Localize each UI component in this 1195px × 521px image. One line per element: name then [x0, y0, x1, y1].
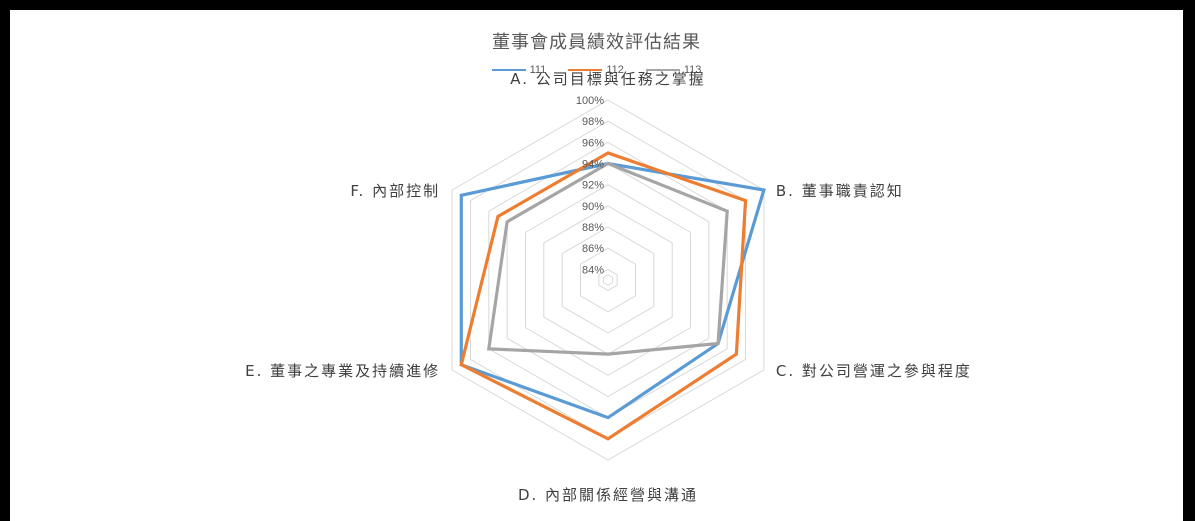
grid-ring: [579, 247, 637, 313]
axis-label: A. 公司目標與任務之掌握: [510, 70, 706, 88]
radar-chart: 84% 86% 88% 90% 92% 94% 96% 98% 100% A. 公司目標與任務之掌…: [245, 70, 972, 504]
series-line-111: [459, 161, 766, 420]
legend-swatch: [645, 69, 680, 71]
tick-label: 96%: [582, 137, 604, 149]
chart-title: 董事會成員績效評估結果: [492, 32, 701, 52]
legend-swatch: [491, 69, 526, 71]
series-line-112: [459, 151, 748, 441]
grid-ring: [543, 205, 673, 355]
tick-label: 86%: [582, 243, 604, 255]
tick-label: 100%: [576, 95, 604, 107]
grid-ring: [561, 226, 655, 334]
legend-item-113: 113: [645, 64, 702, 76]
legend-label: 113: [683, 64, 702, 76]
grid-ring: [488, 141, 728, 419]
legend-item-111: 111: [491, 64, 547, 76]
legend: 111 112 113: [10, 64, 1183, 76]
tick-label: 94%: [582, 159, 604, 171]
tick-label: 92%: [582, 180, 604, 192]
tick-label: 84%: [582, 264, 604, 276]
axis-label: B. 董事職責認知: [776, 182, 904, 200]
axis-label: F. 內部控制: [350, 182, 440, 200]
legend-label: 112: [606, 64, 624, 76]
tick-label: 88%: [582, 222, 604, 234]
grid-ring: [506, 162, 710, 398]
legend-item-112: 112: [568, 64, 624, 76]
legend-label: 111: [529, 64, 547, 76]
grid-ring: [602, 274, 614, 286]
axis-label: D. 內部關係經營與溝通: [518, 486, 698, 504]
axis-label: E. 董事之專業及持續進修: [245, 362, 440, 380]
grid-ring: [524, 184, 692, 376]
axis-label: C. 對公司營運之參與程度: [776, 362, 972, 380]
tick-label: 98%: [582, 116, 604, 128]
tick-label: 90%: [582, 201, 604, 213]
series-line-113: [486, 161, 729, 356]
legend-swatch: [568, 69, 603, 71]
grid-ring: [598, 268, 618, 292]
chart-frame: 董事會成員績效評估結果 111 112 113 84% 86% 88% 90% 92% 94%…: [10, 10, 1183, 521]
